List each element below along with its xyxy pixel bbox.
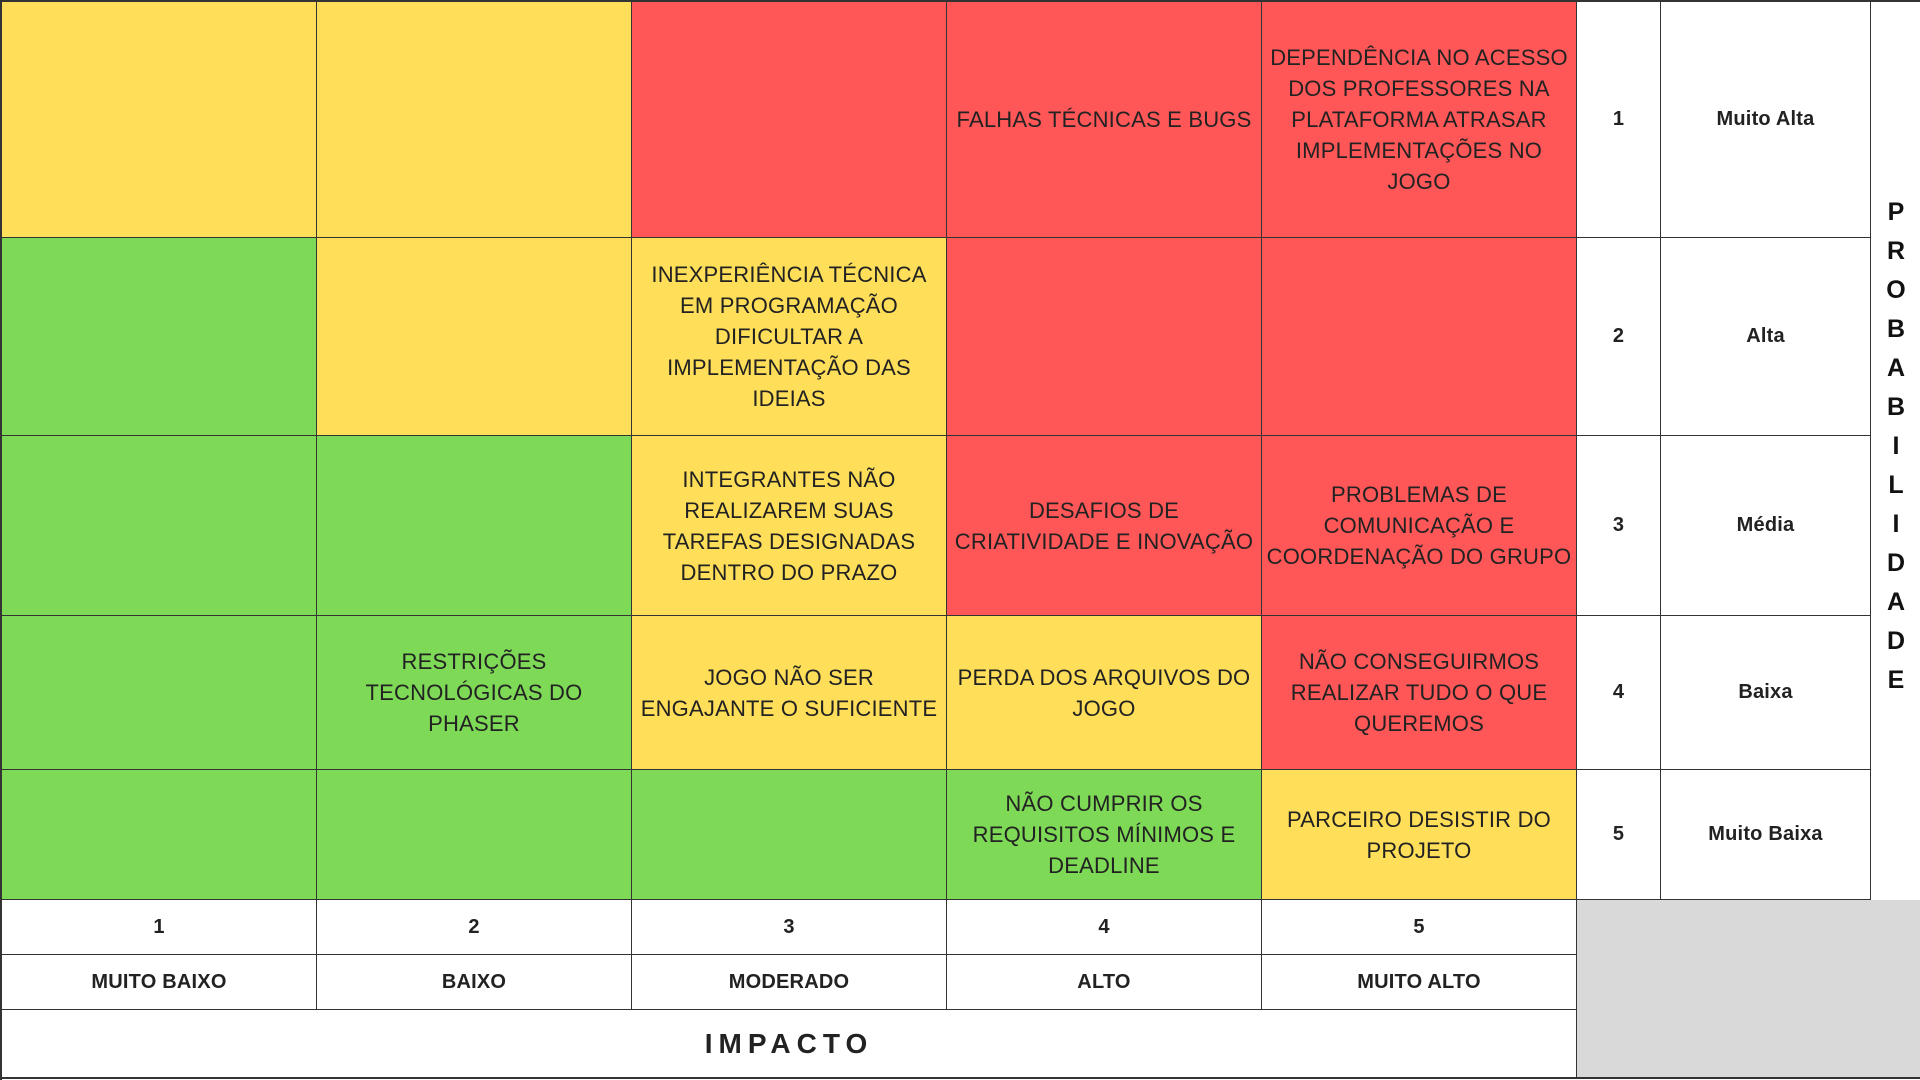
risk-cell xyxy=(2,238,317,436)
risk-cell xyxy=(2,616,317,770)
impact-number: 5 xyxy=(1262,900,1577,955)
risk-cell: PROBLEMAS DE COMUNICAÇÃO E COORDENAÇÃO D… xyxy=(1262,436,1577,616)
risk-cell xyxy=(317,770,632,900)
probability-label: Baixa xyxy=(1661,616,1871,770)
probability-label: Alta xyxy=(1661,238,1871,436)
risk-cell xyxy=(317,436,632,616)
impact-number: 2 xyxy=(317,900,632,955)
probability-axis-title: PROBABILIDADE xyxy=(1882,197,1910,705)
probability-label: Média xyxy=(1661,436,1871,616)
impact-label: MODERADO xyxy=(632,955,947,1010)
risk-cell xyxy=(632,2,947,238)
impact-label: BAIXO xyxy=(317,955,632,1010)
probability-number: 5 xyxy=(1577,770,1661,900)
probability-label: Muito Baixa xyxy=(1661,770,1871,900)
impact-axis-title: IMPACTO xyxy=(2,1010,1577,1079)
risk-cell: NÃO CONSEGUIRMOS REALIZAR TUDO O QUE QUE… xyxy=(1262,616,1577,770)
impact-number: 1 xyxy=(2,900,317,955)
empty-corner xyxy=(1577,900,1920,1079)
risk-cell xyxy=(2,770,317,900)
impact-label: MUITO BAIXO xyxy=(2,955,317,1010)
risk-cell xyxy=(2,2,317,238)
risk-cell: PERDA DOS ARQUIVOS DO JOGO xyxy=(947,616,1262,770)
risk-cell xyxy=(317,238,632,436)
probability-axis: PROBABILIDADE xyxy=(1871,2,1920,900)
risk-cell: INTEGRANTES NÃO REALIZAREM SUAS TAREFAS … xyxy=(632,436,947,616)
risk-cell xyxy=(317,2,632,238)
risk-cell xyxy=(947,238,1262,436)
impact-label: MUITO ALTO xyxy=(1262,955,1577,1010)
risk-cell: NÃO CUMPRIR OS REQUISITOS MÍNIMOS E DEAD… xyxy=(947,770,1262,900)
risk-cell xyxy=(1262,238,1577,436)
risk-cell: DEPENDÊNCIA NO ACESSO DOS PROFESSORES NA… xyxy=(1262,2,1577,238)
risk-cell: PARCEIRO DESISTIR DO PROJETO xyxy=(1262,770,1577,900)
risk-cell xyxy=(2,436,317,616)
impact-number: 3 xyxy=(632,900,947,955)
risk-cell: RESTRIÇÕES TECNOLÓGICAS DO PHASER xyxy=(317,616,632,770)
risk-cell: DESAFIOS DE CRIATIVIDADE E INOVAÇÃO xyxy=(947,436,1262,616)
impact-number: 4 xyxy=(947,900,1262,955)
probability-number: 1 xyxy=(1577,2,1661,238)
probability-number: 3 xyxy=(1577,436,1661,616)
risk-cell: FALHAS TÉCNICAS E BUGS xyxy=(947,2,1262,238)
risk-cell: INEXPERIÊNCIA TÉCNICA EM PROGRAMAÇÃO DIF… xyxy=(632,238,947,436)
risk-cell: JOGO NÃO SER ENGAJANTE O SUFICIENTE xyxy=(632,616,947,770)
probability-number: 4 xyxy=(1577,616,1661,770)
risk-cell xyxy=(632,770,947,900)
probability-number: 2 xyxy=(1577,238,1661,436)
impact-label: ALTO xyxy=(947,955,1262,1010)
probability-label: Muito Alta xyxy=(1661,2,1871,238)
